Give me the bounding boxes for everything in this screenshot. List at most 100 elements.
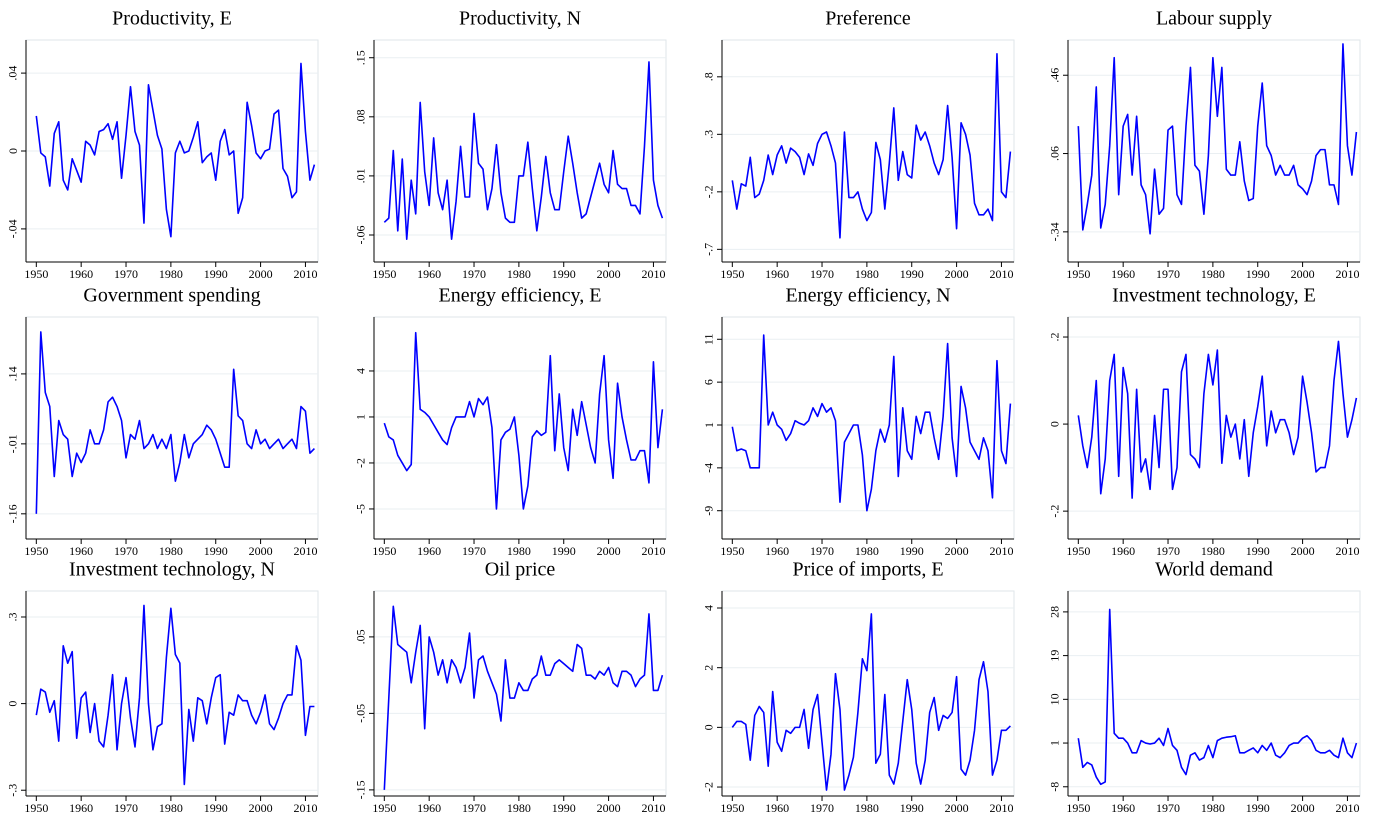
x-tick-label: 1970 [114, 544, 138, 558]
x-tick-label: 2000 [1291, 544, 1315, 558]
plot-frame [25, 316, 319, 540]
y-tick-label: .05 [354, 629, 368, 644]
y-tick-label: 4 [354, 368, 368, 374]
x-tick-label: 1970 [1156, 801, 1180, 815]
x-tick-label: 1980 [159, 544, 183, 558]
panel-title: Labour supply [1156, 8, 1272, 30]
x-tick-label: 2010 [1335, 801, 1359, 815]
x-tick-label: 2000 [597, 801, 621, 815]
series-line [35, 62, 316, 238]
x-tick-label: 1990 [204, 267, 228, 281]
x-tick-label: 1960 [1111, 801, 1135, 815]
x-tick-label: 1970 [462, 544, 486, 558]
y-tick-label: -.2 [702, 185, 716, 198]
panel-title: Energy efficiency, E [439, 285, 602, 307]
x-tick-label: 1960 [417, 544, 441, 558]
y-tick-label: -4 [702, 463, 716, 473]
x-tick-label: 1990 [1246, 801, 1270, 815]
series-line [383, 605, 664, 790]
y-tick-label: 11 [702, 334, 716, 346]
x-tick-label: 2010 [293, 544, 317, 558]
series-line [731, 53, 1012, 239]
x-tick-label: 1950 [720, 801, 744, 815]
series-line [383, 331, 664, 510]
y-tick-label: -2 [354, 458, 368, 468]
panel-title: World demand [1155, 559, 1273, 581]
x-tick-label: 2010 [293, 801, 317, 815]
x-tick-label: 1980 [855, 801, 879, 815]
y-tick-label: -.04 [6, 219, 20, 238]
y-tick-label: 0 [702, 724, 716, 730]
panel-title: Preference [825, 8, 911, 30]
x-tick-label: 1970 [810, 544, 834, 558]
x-tick-label: 1960 [417, 267, 441, 281]
y-tick-label: 0 [6, 148, 20, 154]
x-tick-label: 2010 [1335, 544, 1359, 558]
x-tick-label: 1980 [855, 544, 879, 558]
x-tick-label: 1990 [900, 801, 924, 815]
y-tick-label: -.2 [1048, 505, 1062, 518]
x-tick-label: 2010 [293, 267, 317, 281]
y-tick-label: .01 [354, 168, 368, 183]
y-tick-label: .3 [6, 612, 20, 621]
series-line [35, 331, 315, 514]
y-tick-label: .14 [6, 366, 20, 381]
plot-frame [1067, 316, 1361, 540]
x-tick-label: 1970 [462, 801, 486, 815]
x-tick-label: 2010 [641, 544, 665, 558]
y-tick-label: .8 [702, 72, 716, 81]
x-tick-label: 1990 [900, 544, 924, 558]
plot-frame [1067, 590, 1361, 797]
x-tick-label: 1980 [1201, 267, 1225, 281]
x-tick-label: 1950 [24, 267, 48, 281]
x-tick-label: 1990 [204, 801, 228, 815]
x-tick-label: 1960 [417, 801, 441, 815]
x-tick-label: 1970 [1156, 544, 1180, 558]
x-tick-label: 1990 [552, 801, 576, 815]
x-tick-label: 1980 [855, 267, 879, 281]
x-tick-label: 1960 [1111, 267, 1135, 281]
y-tick-label: -.3 [6, 784, 20, 797]
x-tick-label: 2010 [989, 801, 1013, 815]
y-tick-label: 1 [702, 422, 716, 428]
x-tick-label: 1950 [372, 544, 396, 558]
panel-title: Productivity, E [112, 8, 232, 30]
series-line [1077, 340, 1358, 499]
x-tick-label: 1950 [720, 267, 744, 281]
x-tick-label: 1980 [159, 267, 183, 281]
y-tick-label: -.06 [354, 225, 368, 244]
y-tick-label: 0 [6, 701, 20, 707]
panel-title: Government spending [83, 285, 260, 307]
x-tick-label: 1950 [1066, 801, 1090, 815]
y-tick-label: 4 [702, 605, 716, 611]
x-tick-label: 1970 [462, 267, 486, 281]
y-tick-label: .04 [6, 66, 20, 81]
x-tick-label: 1990 [204, 544, 228, 558]
y-tick-label: -8 [1048, 782, 1062, 792]
x-tick-label: 1960 [765, 544, 789, 558]
y-tick-label: .3 [702, 130, 716, 139]
plot-frame [721, 39, 1015, 263]
y-tick-label: .15 [354, 50, 368, 65]
x-tick-label: 2000 [1291, 801, 1315, 815]
x-tick-label: 1970 [1156, 267, 1180, 281]
x-tick-label: 2000 [945, 544, 969, 558]
x-tick-label: 2000 [249, 267, 273, 281]
x-tick-label: 1980 [507, 801, 531, 815]
x-tick-label: 1950 [372, 267, 396, 281]
x-tick-label: 1960 [765, 801, 789, 815]
y-tick-label: -5 [354, 504, 368, 514]
y-tick-label: 1 [354, 414, 368, 420]
y-tick-label: 1 [1048, 740, 1062, 746]
y-tick-label: 2 [702, 665, 716, 671]
y-tick-label: -.34 [1048, 222, 1062, 241]
x-tick-label: 1990 [1246, 267, 1270, 281]
x-tick-label: 1960 [1111, 544, 1135, 558]
x-tick-label: 1990 [1246, 544, 1270, 558]
x-tick-label: 1980 [1201, 801, 1225, 815]
series-line [731, 613, 1011, 791]
series-line [35, 604, 315, 786]
series-line [383, 61, 664, 241]
